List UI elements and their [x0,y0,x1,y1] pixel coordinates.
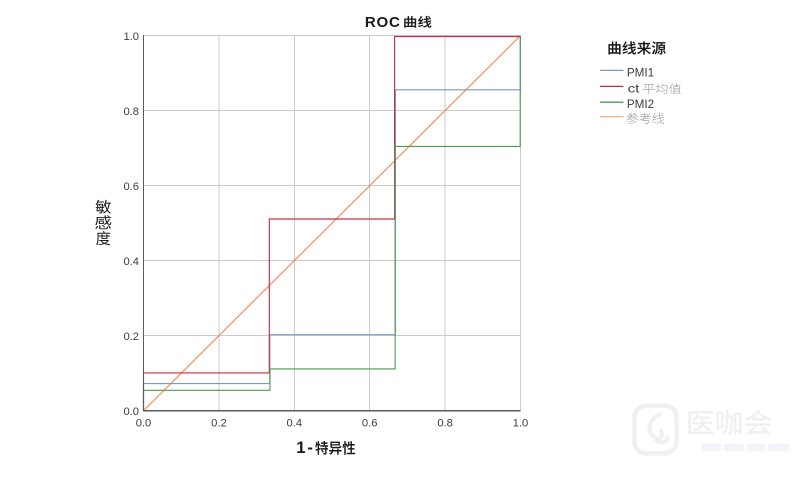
svg-text:0.6: 0.6 [362,418,378,430]
svg-text:0.4: 0.4 [123,256,139,268]
svg-text:0.2: 0.2 [123,331,139,343]
svg-text:0.8: 0.8 [123,106,139,118]
svg-text:0.2: 0.2 [211,418,227,430]
svg-text:0.4: 0.4 [287,418,303,430]
svg-text:0.8: 0.8 [437,418,453,430]
svg-text:PMI1: PMI1 [627,66,654,79]
svg-text:1.0: 1.0 [513,418,529,430]
svg-text:PMI2: PMI2 [627,98,654,111]
svg-text:-: - [307,438,313,457]
svg-text:1: 1 [296,438,305,457]
svg-text:1.0: 1.0 [123,31,139,43]
svg-text:0.0: 0.0 [136,418,152,430]
svg-text:ROC: ROC [365,14,401,31]
svg-text:0.6: 0.6 [123,181,139,193]
svg-text:0.0: 0.0 [123,406,139,418]
svg-text:ct: ct [628,82,641,95]
